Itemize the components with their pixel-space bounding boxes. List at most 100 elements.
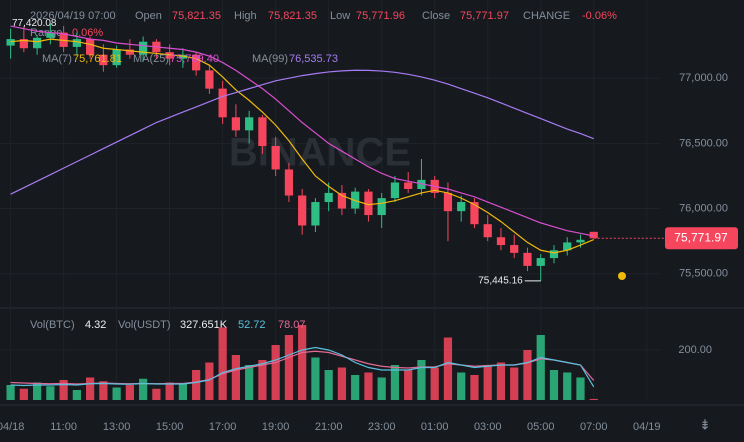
candle-body (86, 39, 95, 55)
volume-bar (112, 387, 121, 400)
candle-body (549, 250, 559, 259)
volume-bar (271, 345, 280, 400)
candle-body (496, 237, 506, 246)
range: 0.06% (72, 27, 103, 39)
candle-body (457, 202, 466, 212)
volume-bar (33, 382, 42, 400)
candle-body (417, 179, 426, 189)
volume-bar (86, 377, 95, 400)
volume-bar (178, 383, 187, 400)
volume-bar (536, 335, 545, 400)
vol-usdt-label: Vol(USDT) (118, 319, 171, 331)
volume-bar (563, 372, 572, 400)
volume-bar (165, 382, 174, 400)
y-tick-label: 76,000.00 (679, 202, 728, 214)
candle-body (510, 245, 519, 253)
volume-bar (404, 370, 413, 400)
ma-legend-value: 75,789.40 (170, 53, 219, 65)
volume-bar (192, 370, 201, 400)
low: 75,771.96 (356, 10, 405, 22)
volume-bar (483, 365, 492, 400)
grid (0, 307, 744, 406)
x-tick-label: 05:00 (527, 421, 555, 433)
volume-bar (417, 360, 426, 400)
vol-ma-line (10, 346, 595, 388)
x-tick-label: 13:00 (103, 421, 131, 433)
volume-bar (457, 372, 466, 400)
x-tick-label: 04/19 (633, 421, 661, 433)
candle-body (284, 169, 294, 196)
candle-body (337, 192, 347, 209)
candle-body (470, 202, 479, 225)
x-tick-label: 04/18 (0, 421, 24, 433)
volume-bar (139, 378, 148, 400)
volume-bar (523, 350, 532, 400)
change: -0.06% (582, 10, 617, 22)
candle-body (271, 145, 280, 170)
candle-body (563, 242, 572, 251)
candle-body (231, 117, 241, 131)
open: 75,821.35 (172, 10, 221, 22)
ma-line (10, 38, 594, 254)
volume-bar (205, 362, 214, 400)
volume-bar (390, 365, 400, 400)
candle-body (125, 49, 134, 55)
candle-body (298, 195, 307, 226)
last-price-label: 75,771.97 (674, 230, 728, 244)
volume-bar (258, 360, 267, 400)
candle-body (178, 54, 187, 59)
candle-body (483, 224, 492, 238)
candle-body (443, 192, 453, 212)
volume-bar (443, 337, 453, 400)
live-dot (618, 272, 626, 280)
volume-bar (298, 325, 307, 400)
low-mark: 75,445.16 (478, 276, 523, 287)
close-label: Close (422, 10, 450, 22)
x-tick-label: 11:00 (50, 421, 77, 433)
ma-legend-name: MA(25) (133, 53, 169, 65)
ma-legend-name: MA(7) (42, 53, 72, 65)
candle-body (576, 239, 585, 243)
y-tick-label: 76,500.00 (679, 137, 728, 149)
x-tick-label: 01:00 (421, 421, 449, 433)
volume-bar (324, 370, 333, 400)
candle-body (589, 231, 598, 239)
candle-body (6, 39, 15, 46)
vol-legend: Vol(BTC) 4.32 Vol(USDT) 327.651K (30, 319, 228, 331)
candle-body (192, 54, 201, 71)
candle-body (205, 70, 214, 89)
scroll-icon[interactable]: ⇟ (699, 417, 711, 433)
volume-bar (576, 377, 585, 400)
vol-value: 4.32 (85, 319, 106, 331)
volume-bar (377, 377, 386, 400)
candle-body (258, 117, 267, 146)
ma-legend-name: MA(99) (252, 53, 288, 65)
volume-bar (311, 357, 320, 400)
volume-bar (152, 388, 161, 400)
x-tick-label: 17:00 (209, 421, 237, 433)
last-price-tag (665, 227, 738, 250)
candle-body (218, 88, 227, 118)
candle-body (99, 54, 108, 66)
header: 2026/04/19 07:00 Open 75,821.35 High 75,… (30, 10, 617, 39)
volume-bar (430, 367, 439, 400)
volume-bar (496, 362, 506, 400)
volume-bar (470, 375, 479, 400)
x-tick-label: 19:00 (262, 421, 290, 433)
high-label: High (234, 10, 257, 22)
candle-body (523, 252, 532, 266)
volume-bar (364, 372, 373, 400)
candle-body (46, 32, 55, 38)
vol-usdt-value: 327.651K (180, 319, 228, 331)
y-tick-label: 77,000.00 (679, 72, 728, 84)
volume-bar (72, 390, 81, 400)
close: 75,771.97 (460, 10, 509, 22)
candle-body (165, 52, 174, 59)
volume-bar (218, 327, 227, 400)
high: 75,821.35 (268, 10, 317, 22)
candle-body (139, 41, 148, 55)
volume-bar (245, 365, 254, 400)
vol-ma-value: 52.72 (238, 319, 266, 331)
ma-line (10, 69, 594, 195)
volume-bar (337, 367, 347, 400)
